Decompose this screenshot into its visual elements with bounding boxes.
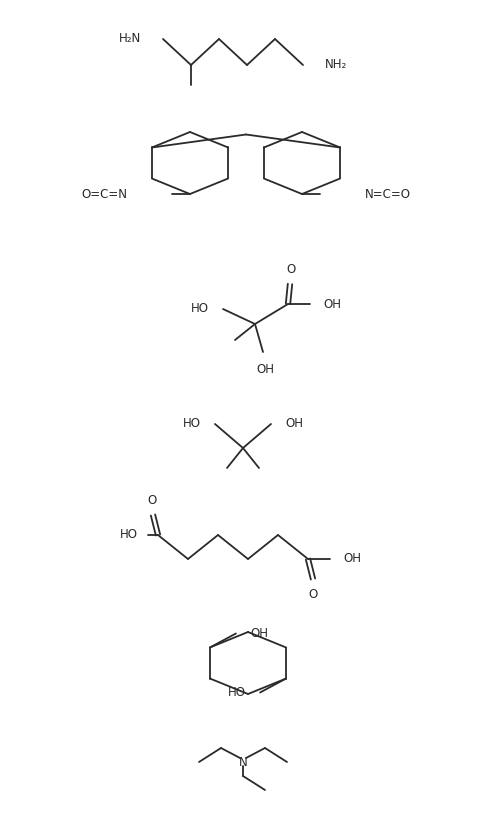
Text: O: O <box>148 494 157 507</box>
Text: OH: OH <box>343 553 361 565</box>
Text: O=C=N: O=C=N <box>81 188 127 201</box>
Text: OH: OH <box>250 627 268 640</box>
Text: OH: OH <box>285 417 303 431</box>
Text: N: N <box>239 755 247 769</box>
Text: O: O <box>286 263 296 276</box>
Text: O: O <box>308 588 318 601</box>
Text: HO: HO <box>228 686 246 699</box>
Text: HO: HO <box>120 529 138 541</box>
Text: HO: HO <box>183 417 201 431</box>
Text: H₂N: H₂N <box>119 32 141 46</box>
Text: NH₂: NH₂ <box>325 58 347 71</box>
Text: N=C=O: N=C=O <box>365 188 411 201</box>
Text: OH: OH <box>256 363 274 376</box>
Text: HO: HO <box>191 302 209 315</box>
Text: OH: OH <box>323 297 341 310</box>
